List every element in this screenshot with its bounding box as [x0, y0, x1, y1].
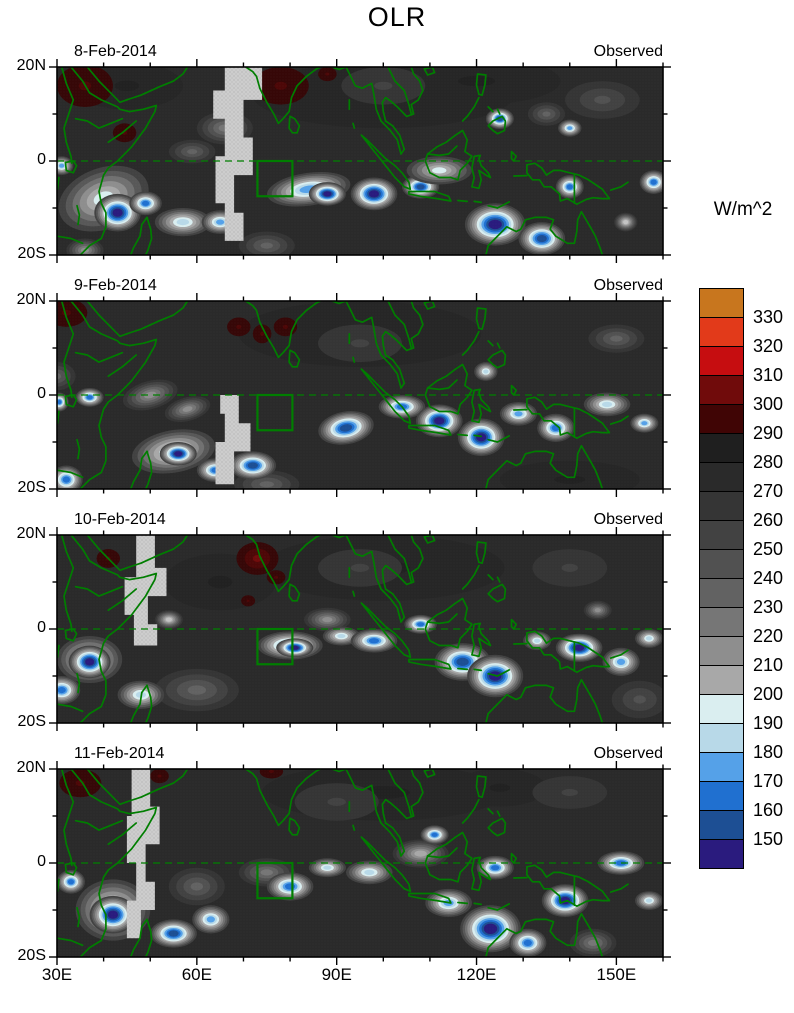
- missing-data-stripe: [126, 769, 160, 939]
- region-box: [256, 159, 294, 198]
- y-axis-label-20n: 20N: [16, 759, 46, 776]
- region-box: [256, 627, 294, 666]
- colorbar-label-200: 200: [753, 684, 784, 704]
- y-axis-label-eq: 0: [37, 853, 46, 870]
- coastlines: [57, 301, 629, 489]
- colorbar-label-230: 230: [753, 597, 784, 617]
- colorbar-label-270: 270: [753, 481, 784, 501]
- colorbar-label-240: 240: [753, 568, 784, 588]
- colorbar-cell-19: [700, 840, 743, 868]
- colorbar-label-250: 250: [753, 539, 784, 559]
- axis-ticks: [49, 59, 671, 263]
- y-axis-label-eq: 0: [37, 619, 46, 636]
- observed-label: Observed: [593, 277, 663, 294]
- y-axis-label-eq: 0: [37, 385, 46, 402]
- colorbar-cell-5: [700, 434, 743, 463]
- coastlines: [57, 535, 629, 723]
- observed-label: Observed: [593, 511, 663, 528]
- colorbar-cell-18: [700, 811, 743, 840]
- colorbar-cell-16: [700, 753, 743, 782]
- colorbar-cell-11: [700, 608, 743, 637]
- colorbar-cell-4: [700, 405, 743, 434]
- y-axis-label-eq: 0: [37, 151, 46, 168]
- colorbar-label-160: 160: [753, 800, 784, 820]
- y-axis-label-20n: 20N: [16, 57, 46, 74]
- x-axis-label-60E: 60E: [181, 965, 212, 984]
- colorbar-cell-2: [700, 347, 743, 376]
- map-content: [57, 535, 663, 723]
- colorbar-cell-3: [700, 376, 743, 405]
- observed-label: Observed: [593, 745, 663, 762]
- y-axis-label-20s: 20S: [17, 479, 46, 496]
- colorbar-label-190: 190: [753, 713, 784, 733]
- colorbar-cell-0: [700, 289, 743, 318]
- y-axis-label-20s: 20S: [17, 947, 46, 964]
- x-axis-label-120E: 120E: [456, 965, 497, 984]
- date-label: 8-Feb-2014: [74, 43, 157, 60]
- region-box: [256, 393, 294, 432]
- colorbar-cell-6: [700, 463, 743, 492]
- axis-ticks: [49, 761, 671, 965]
- colorbar-cell-10: [700, 579, 743, 608]
- colorbar-units-label: W/m^2: [713, 199, 773, 220]
- y-axis-label-20n: 20N: [16, 291, 46, 308]
- colorbar-label-210: 210: [753, 655, 784, 675]
- colorbar-cell-17: [700, 782, 743, 811]
- x-axis-label-90E: 90E: [321, 965, 352, 984]
- map-content: [57, 67, 663, 255]
- colorbar-cell-1: [700, 318, 743, 347]
- date-label: 9-Feb-2014: [74, 277, 157, 294]
- y-axis-label-20s: 20S: [17, 245, 46, 262]
- colorbar-label-290: 290: [753, 423, 784, 443]
- colorbar-label-180: 180: [753, 742, 784, 762]
- missing-data-stripe: [215, 395, 251, 485]
- colorbar-label-150: 150: [753, 829, 784, 849]
- colorbar-label-300: 300: [753, 394, 784, 414]
- colorbar-cell-7: [700, 492, 743, 521]
- y-axis-label-20s: 20S: [17, 713, 46, 730]
- colorbar-label-330: 330: [753, 307, 784, 327]
- colorbar-label-280: 280: [753, 452, 784, 472]
- missing-data-stripe: [213, 67, 263, 241]
- colorbar-cell-9: [700, 550, 743, 579]
- colorbar-cell-13: [700, 666, 743, 695]
- map-panel-8-Feb-2014: [49, 59, 671, 263]
- coastlines: [57, 769, 629, 957]
- observed-label: Observed: [593, 43, 663, 60]
- colorbar-label-220: 220: [753, 626, 784, 646]
- colorbar-cell-14: [700, 695, 743, 724]
- colorbar-label-320: 320: [753, 336, 784, 356]
- colorbar-label-310: 310: [753, 365, 784, 385]
- colorbar-cell-8: [700, 521, 743, 550]
- colorbar-cell-15: [700, 724, 743, 753]
- axis-ticks: [49, 293, 671, 497]
- date-label: 11-Feb-2014: [74, 745, 165, 762]
- map-panel-9-Feb-2014: [49, 293, 671, 497]
- missing-data-stripe: [124, 535, 167, 646]
- region-box: [256, 861, 294, 900]
- coastlines: [57, 67, 629, 255]
- figure-title: OLR: [367, 2, 427, 32]
- map-content: [57, 769, 663, 957]
- date-label: 10-Feb-2014: [74, 511, 166, 528]
- map-panel-11-Feb-2014: [49, 761, 671, 965]
- colorbar-cell-12: [700, 637, 743, 666]
- map-panel-10-Feb-2014: [49, 527, 671, 731]
- x-axis-label-30E: 30E: [41, 965, 73, 984]
- colorbar-label-170: 170: [753, 771, 784, 791]
- colorbar: [699, 288, 744, 869]
- x-axis-label-150E: 150E: [596, 965, 637, 984]
- colorbar-label-260: 260: [753, 510, 784, 530]
- map-content: [57, 301, 663, 489]
- y-axis-label-20n: 20N: [16, 525, 46, 542]
- axis-ticks: [49, 527, 671, 731]
